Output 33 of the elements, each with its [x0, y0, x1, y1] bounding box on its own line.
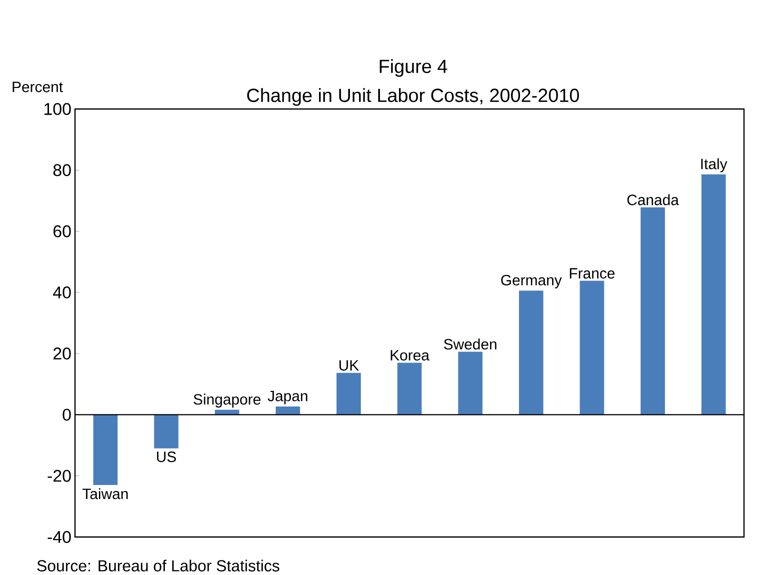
y-tick-label: 60 [54, 225, 71, 238]
x-tick-label: UK [339, 360, 359, 371]
x-tick-label: Taiwan [82, 488, 128, 500]
bar [276, 406, 300, 415]
chart-subtitle: Change in Unit Labor Costs, 2002-2010 [247, 88, 579, 106]
source-note: Source: Bureau of Labor Statistics [37, 560, 280, 572]
bar [701, 174, 726, 415]
bar [336, 372, 361, 415]
y-tick-label: 20 [54, 348, 71, 360]
x-tick-label: Sweden [444, 338, 496, 350]
y-tick-label: 80 [53, 164, 71, 176]
y-tick-label: 40 [53, 286, 71, 298]
y-tick-label: 100 [44, 102, 71, 115]
x-tick-label: Singapore [194, 394, 260, 408]
x-tick-label: France [570, 268, 615, 279]
bar [640, 207, 665, 415]
bar [154, 414, 178, 448]
y-tick-label: -40 [48, 530, 71, 543]
bar [93, 414, 118, 486]
bar [397, 362, 422, 415]
bar [458, 352, 482, 415]
x-tick-label: Canada [627, 194, 679, 206]
bar [518, 290, 544, 415]
x-tick-label: Korea [390, 350, 430, 361]
x-tick-label: Japan [268, 390, 308, 404]
bar [580, 280, 604, 415]
y-tick-label: -20 [48, 470, 71, 482]
x-tick-label: Italy [701, 158, 728, 172]
x-tick-label: US [157, 452, 176, 462]
chart-title: Figure 4 [380, 59, 448, 77]
y-tick-label: 0 [62, 408, 71, 421]
x-tick-label: Germany [501, 274, 562, 288]
y-axis-title: Percent [12, 82, 63, 92]
